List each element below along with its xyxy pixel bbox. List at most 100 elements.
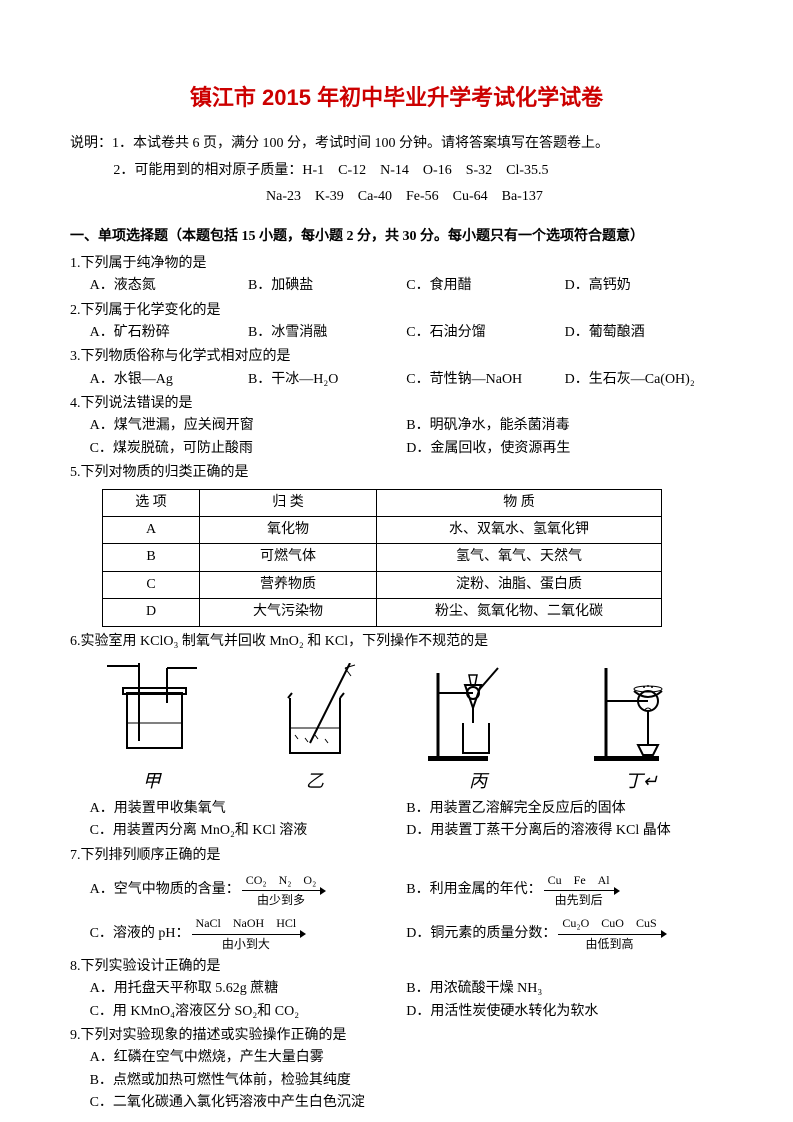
q4-stem: 4.下列说法错误的是 bbox=[70, 393, 723, 415]
q1-opt-c: C．食用醋 bbox=[406, 275, 564, 297]
q7b-top: Cu Fe Al bbox=[544, 871, 614, 891]
arrow-head-icon bbox=[661, 930, 667, 938]
q2-opt-c: C．石油分馏 bbox=[406, 322, 564, 344]
figure-label-yi: 乙 bbox=[245, 767, 385, 796]
q8-stem: 8.下列实验设计正确的是 bbox=[70, 956, 723, 978]
table-row: D大气污染物粉尘、氮氧化物、二氧化碳 bbox=[103, 599, 662, 626]
arrow-head-icon bbox=[320, 887, 326, 895]
q4-opt-d: D．金属回收，使资源再生 bbox=[406, 438, 723, 460]
figure-yi: 乙 bbox=[245, 663, 385, 796]
q7-opt-d: D．铜元素的质量分数： Cu₂O CuO CuS 由低到高 bbox=[406, 914, 723, 953]
q3-opt-d: D．生石灰—Ca(OH)₂ bbox=[565, 369, 723, 391]
q6-stem: 6.实验室用 KClO₃ 制氧气并回收 MnO₂ 和 KCl，下列操作不规范的是 bbox=[70, 631, 723, 653]
figure-label-ding: 丁↵ bbox=[571, 767, 711, 796]
th-option: 选 项 bbox=[103, 489, 200, 516]
arrow-icon: NaCl NaOH HCl 由小到大 bbox=[192, 914, 301, 953]
q7c-top: NaCl NaOH HCl bbox=[192, 914, 301, 934]
q3-opt-c: C．苛性钠—NaOH bbox=[406, 369, 564, 391]
q9-opt-a: A．红磷在空气中燃烧，产生大量白雾 bbox=[90, 1047, 723, 1069]
q7-opt-a: A．空气中物质的含量： CO₂ N₂ O₂ 由少到多 bbox=[90, 871, 407, 910]
instr1-text: 1．本试卷共 6 页，满分 100 分，考试时间 100 分钟。请将答案填写在答… bbox=[112, 136, 609, 151]
section-1-heading: 一、单项选择题（本题包括 15 小题，每小题 2 分，共 30 分。每小题只有一… bbox=[70, 226, 723, 248]
figure-ding: 丁↵ bbox=[571, 663, 711, 796]
q1-opt-b: B．加碘盐 bbox=[248, 275, 406, 297]
page-title: 镇江市 2015 年初中毕业升学考试化学试卷 bbox=[70, 80, 723, 115]
q7-opt-b: B．利用金属的年代： Cu Fe Al 由先到后 bbox=[406, 871, 723, 910]
q6-opt-a: A．用装置甲收集氧气 bbox=[90, 798, 407, 820]
q4-opt-c: C．煤炭脱硫，可防止酸雨 bbox=[90, 438, 407, 460]
cell: 氧化物 bbox=[200, 517, 377, 544]
table-row: C营养物质淀粉、油脂、蛋白质 bbox=[103, 571, 662, 598]
q8-opt-c: C．用 KMnO₄溶液区分 SO₂和 CO₂ bbox=[90, 1001, 407, 1023]
cell: A bbox=[103, 517, 200, 544]
q7a-label: A．空气中物质的含量： bbox=[90, 879, 240, 901]
cell: 水、双氧水、氢氧化钾 bbox=[377, 517, 662, 544]
q2-opt-a: A．矿石粉碎 bbox=[90, 322, 248, 344]
arrow-icon: Cu Fe Al 由先到后 bbox=[544, 871, 614, 910]
cell: 氢气、氧气、天然气 bbox=[377, 544, 662, 571]
instructions-line3: Na-23 K-39 Ca-40 Fe-56 Cu-64 Ba-137 bbox=[70, 186, 723, 208]
q9-opt-c: C．二氧化碳通入氯化钙溶液中产生白色沉淀 bbox=[90, 1092, 723, 1114]
cell: D bbox=[103, 599, 200, 626]
table-header-row: 选 项 归 类 物 质 bbox=[103, 489, 662, 516]
q7d-top: Cu₂O CuO CuS bbox=[558, 914, 660, 934]
figure-jia: 甲 bbox=[82, 663, 222, 796]
q6-figures: 甲 乙 丙 bbox=[70, 663, 723, 796]
q3-stem: 3.下列物质俗称与化学式相对应的是 bbox=[70, 346, 723, 368]
q6-opt-d: D．用装置丁蒸干分离后的溶液得 KCl 晶体 bbox=[406, 820, 723, 842]
figure-label-bing: 丙 bbox=[408, 767, 548, 796]
q2-stem: 2.下列属于化学变化的是 bbox=[70, 300, 723, 322]
q7-opt-c: C．溶液的 pH： NaCl NaOH HCl 由小到大 bbox=[90, 914, 407, 953]
arrow-head-icon bbox=[300, 930, 306, 938]
q7b-label: B．利用金属的年代： bbox=[406, 879, 541, 901]
q5-stem: 5.下列对物质的归类正确的是 bbox=[70, 462, 723, 484]
table-row: B可燃气体氢气、氧气、天然气 bbox=[103, 544, 662, 571]
q1-stem: 1.下列属于纯净物的是 bbox=[70, 253, 723, 275]
q9-opt-b: B．点燃或加热可燃性气体前，检验其纯度 bbox=[90, 1070, 723, 1092]
q8-opt-b: B．用浓硫酸干燥 NH₃ bbox=[406, 978, 723, 1000]
cell: 淀粉、油脂、蛋白质 bbox=[377, 571, 662, 598]
q1-opt-d: D．高钙奶 bbox=[565, 275, 723, 297]
q6-opt-c: C．用装置丙分离 MnO₂和 KCl 溶液 bbox=[90, 820, 407, 842]
q7c-label: C．溶液的 pH： bbox=[90, 923, 190, 945]
instructions-label: 说明： bbox=[70, 136, 112, 151]
q3-opt-a: A．水银—Ag bbox=[90, 369, 248, 391]
q8-opt-d: D．用活性炭使硬水转化为软水 bbox=[406, 1001, 723, 1023]
th-substance: 物 质 bbox=[377, 489, 662, 516]
beaker-stir-icon bbox=[260, 663, 370, 763]
q4-opt-b: B．明矾净水，能杀菌消毒 bbox=[406, 415, 723, 437]
cell: B bbox=[103, 544, 200, 571]
arrow-head-icon bbox=[614, 887, 620, 895]
q8-opt-a: A．用托盘天平称取 5.62g 蔗糖 bbox=[90, 978, 407, 1000]
arrow-icon: Cu₂O CuO CuS 由低到高 bbox=[558, 914, 660, 953]
instructions-line1: 说明：1．本试卷共 6 页，满分 100 分，考试时间 100 分钟。请将答案填… bbox=[70, 133, 723, 155]
q6-opt-b: B．用装置乙溶解完全反应后的固体 bbox=[406, 798, 723, 820]
q9-stem: 9.下列对实验现象的描述或实验操作正确的是 bbox=[70, 1025, 723, 1047]
q7-stem: 7.下列排列顺序正确的是 bbox=[70, 845, 723, 867]
q7b-bot: 由先到后 bbox=[544, 891, 614, 910]
filter-stand-icon bbox=[423, 663, 533, 763]
figure-bing: 丙 bbox=[408, 663, 548, 796]
q7a-top: CO₂ N₂ O₂ bbox=[242, 871, 321, 891]
q7d-label: D．铜元素的质量分数： bbox=[406, 923, 556, 945]
cell: 大气污染物 bbox=[200, 599, 377, 626]
q4-opt-a: A．煤气泄漏，应关阀开窗 bbox=[90, 415, 407, 437]
q2-opt-d: D．葡萄酿酒 bbox=[565, 322, 723, 344]
figure-label-jia: 甲 bbox=[82, 767, 222, 796]
cell: C bbox=[103, 571, 200, 598]
cell: 营养物质 bbox=[200, 571, 377, 598]
arrow-icon: CO₂ N₂ O₂ 由少到多 bbox=[242, 871, 321, 910]
evaporation-stand-icon bbox=[586, 663, 696, 763]
q2-opt-b: B．冰雪消融 bbox=[248, 322, 406, 344]
q1-opt-a: A．液态氮 bbox=[90, 275, 248, 297]
q7c-bot: 由小到大 bbox=[192, 935, 301, 954]
cell: 粉尘、氮氧化物、二氧化碳 bbox=[377, 599, 662, 626]
gas-bottle-icon bbox=[97, 663, 207, 763]
q7d-bot: 由低到高 bbox=[558, 935, 660, 954]
instructions-line2: 2．可能用到的相对原子质量：H-1 C-12 N-14 O-16 S-32 Cl… bbox=[70, 160, 723, 182]
q5-table: 选 项 归 类 物 质 A氧化物水、双氧水、氢氧化钾 B可燃气体氢气、氧气、天然… bbox=[102, 489, 662, 627]
q3-opt-b: B．干冰—H₂O bbox=[248, 369, 406, 391]
cell: 可燃气体 bbox=[200, 544, 377, 571]
th-category: 归 类 bbox=[200, 489, 377, 516]
q7a-bot: 由少到多 bbox=[242, 891, 321, 910]
